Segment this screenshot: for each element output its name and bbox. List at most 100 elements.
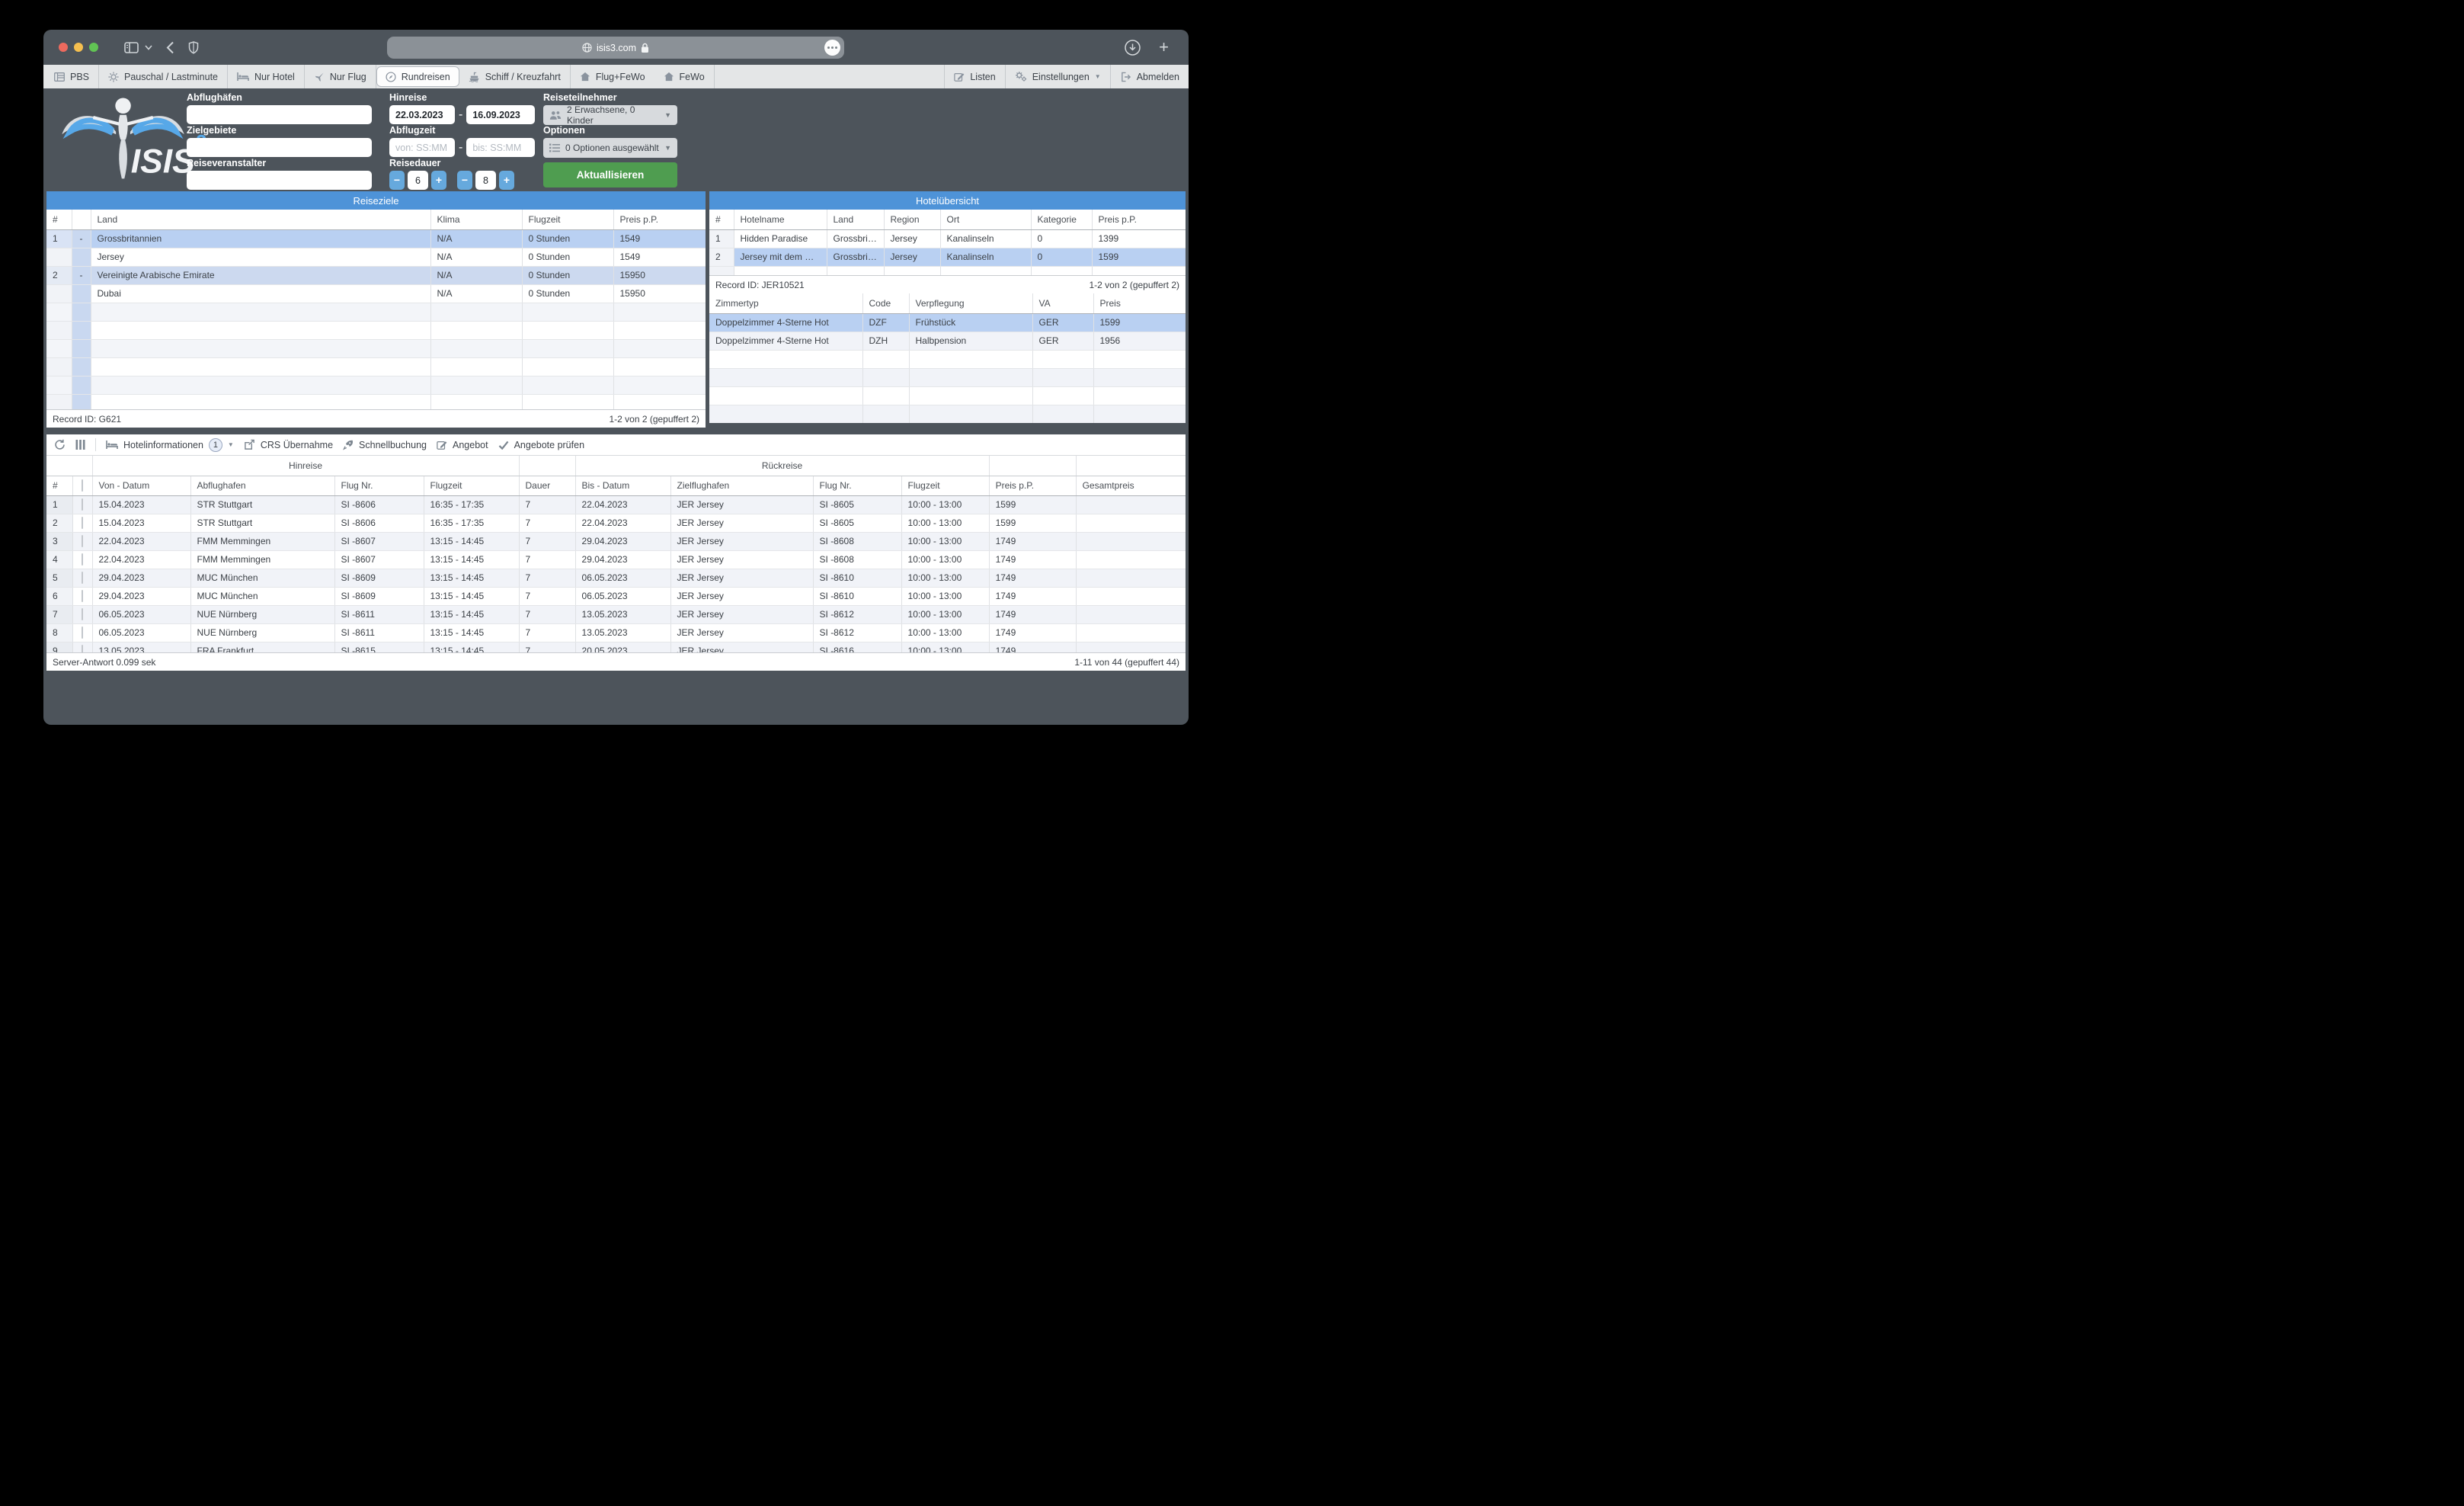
angebote-pruefen-button[interactable]: Angebote prüfen (498, 440, 584, 450)
tab-nur-hotel[interactable]: Nur Hotel (228, 65, 305, 88)
crs-uebernahme-button[interactable]: CRS Übernahme (244, 439, 333, 450)
download-icon[interactable] (1125, 39, 1141, 56)
row-checkbox[interactable] (72, 642, 93, 652)
reiseveranstalter-input[interactable] (187, 171, 372, 190)
shield-icon[interactable] (188, 40, 199, 54)
maximize-window-button[interactable] (89, 43, 98, 52)
tab-flug-fewo[interactable]: Flug+FeWo (571, 65, 654, 88)
column-header[interactable]: Kategorie (1031, 210, 1093, 230)
dauer-max-decrement-button[interactable]: − (457, 171, 472, 190)
menu-listen[interactable]: Listen (944, 65, 1004, 88)
row-checkbox[interactable] (72, 514, 93, 533)
column-header[interactable]: Verpflegung (909, 293, 1033, 314)
column-header[interactable]: Land (91, 210, 431, 230)
column-header[interactable]: Flug Nr. (813, 476, 902, 496)
column-header[interactable]: Zielflughafen (670, 476, 814, 496)
row-toggle[interactable]: - (72, 229, 91, 248)
sidebar-icon[interactable] (124, 41, 139, 53)
column-header[interactable]: Bis - Datum (575, 476, 671, 496)
table-row[interactable]: 1 Hidden Paradise Grossbrita... Jersey K… (709, 229, 1186, 248)
chevron-down-icon[interactable] (145, 44, 152, 50)
column-header[interactable]: # (46, 476, 73, 496)
row-checkbox[interactable] (72, 495, 93, 514)
tab-schiff-kreuzfahrt[interactable]: Schiff / Kreuzfahrt (459, 65, 571, 88)
table-row[interactable]: Dubai N/A 0 Stunden 15950 (46, 284, 706, 303)
row-checkbox[interactable] (72, 532, 93, 551)
abflugzeit-to-input[interactable] (466, 138, 536, 157)
table-row[interactable]: 6 29.04.2023 MUC München SI -8609 13:15 … (46, 587, 1186, 606)
row-toggle[interactable] (72, 284, 91, 303)
row-toggle[interactable] (72, 248, 91, 267)
column-header[interactable]: Preis p.P. (989, 476, 1077, 496)
chevron-down-icon[interactable]: ▼ (227, 441, 234, 448)
table-row[interactable]: Doppelzimmer 4-Sterne Hot DZH Halbpensio… (709, 332, 1186, 351)
column-header[interactable]: Preis p.P. (1092, 210, 1186, 230)
table-row[interactable]: 2 Jersey mit dem Rad Grossbrita... Jerse… (709, 248, 1186, 267)
angebot-button[interactable]: Angebot (437, 440, 488, 450)
column-header[interactable]: Abflughafen (190, 476, 335, 496)
table-row[interactable]: 9 13.05.2023 FRA Frankfurt SI -8615 13:1… (46, 642, 1186, 652)
row-checkbox[interactable] (72, 587, 93, 606)
column-header[interactable]: Flugzeit (522, 210, 614, 230)
column-header[interactable]: Zimmertyp (709, 293, 863, 314)
column-header[interactable]: Preis p.P. (613, 210, 706, 230)
column-header[interactable]: Preis (1093, 293, 1186, 314)
back-icon[interactable] (166, 41, 174, 54)
row-checkbox[interactable] (72, 623, 93, 642)
column-header[interactable]: Gesamtpreis (1076, 476, 1186, 496)
dauer-min-increment-button[interactable]: + (431, 171, 446, 190)
minimize-window-button[interactable] (74, 43, 83, 52)
table-row[interactable]: 1 15.04.2023 STR Stuttgart SI -8606 16:3… (46, 495, 1186, 514)
column-header[interactable]: Region (884, 210, 941, 230)
table-row[interactable]: Doppelzimmer 4-Sterne Hot DZF Frühstück … (709, 313, 1186, 332)
table-row[interactable]: 3 22.04.2023 FMM Memmingen SI -8607 13:1… (46, 532, 1186, 551)
row-toggle[interactable]: - (72, 265, 91, 285)
row-checkbox[interactable] (72, 605, 93, 624)
table-row[interactable]: 7 06.05.2023 NUE Nürnberg SI -8611 13:15… (46, 605, 1186, 624)
table-row[interactable]: 2 - Vereinigte Arabische Emirate N/A 0 S… (46, 265, 706, 285)
column-header[interactable]: Code (862, 293, 910, 314)
zielgebiete-input[interactable] (187, 138, 372, 157)
column-header[interactable]: Flugzeit (901, 476, 990, 496)
tab-nur-flug[interactable]: Nur Flug (305, 65, 376, 88)
tab-pbs[interactable]: PBS (45, 65, 100, 88)
column-header[interactable]: Flug Nr. (334, 476, 424, 496)
new-tab-button[interactable]: + (1159, 37, 1169, 56)
aktualisieren-button[interactable]: Aktuallisieren (543, 162, 677, 187)
address-bar[interactable]: isis3.com (387, 37, 844, 59)
table-row[interactable]: 8 06.05.2023 NUE Nürnberg SI -8611 13:15… (46, 623, 1186, 642)
table-row[interactable]: 2 15.04.2023 STR Stuttgart SI -8606 16:3… (46, 514, 1186, 533)
column-header[interactable]: VA (1032, 293, 1094, 314)
optionen-dropdown[interactable]: 0 Optionen ausgewählt ▼ (543, 138, 677, 158)
dauer-min-value[interactable] (408, 171, 428, 190)
columns-icon[interactable] (75, 439, 85, 450)
table-row[interactable]: 1 - Grossbritannien N/A 0 Stunden 1549 (46, 229, 706, 248)
row-checkbox[interactable] (72, 569, 93, 588)
close-window-button[interactable] (59, 43, 68, 52)
column-header[interactable]: Von - Datum (92, 476, 191, 496)
abflugzeit-from-input[interactable] (389, 138, 455, 157)
column-header[interactable]: Hotelname (734, 210, 827, 230)
table-row[interactable]: Jersey N/A 0 Stunden 1549 (46, 248, 706, 267)
column-header[interactable] (72, 210, 91, 230)
reiseteilnehmer-dropdown[interactable]: 2 Erwachsene, 0 Kinder ▼ (543, 104, 677, 126)
hotelinformationen-button[interactable]: Hotelinformationen 1 ▼ (106, 437, 234, 452)
hinreise-to-input[interactable] (466, 105, 536, 124)
tab-rundreisen[interactable]: Rundreisen (376, 66, 459, 87)
column-header[interactable]: # (709, 210, 734, 230)
menu-abmelden[interactable]: Abmelden (1109, 65, 1189, 88)
column-header[interactable]: Ort (940, 210, 1032, 230)
abflughaefen-input[interactable] (187, 105, 372, 124)
select-all-checkbox[interactable] (72, 476, 93, 496)
table-row[interactable]: 4 22.04.2023 FMM Memmingen SI -8607 13:1… (46, 550, 1186, 569)
tab-pauschal-lastminute[interactable]: Pauschal / Lastminute (99, 65, 229, 88)
column-header[interactable]: Land (827, 210, 885, 230)
column-header[interactable]: Dauer (519, 476, 576, 496)
column-header[interactable]: # (46, 210, 72, 230)
dauer-max-value[interactable] (475, 171, 496, 190)
column-header[interactable]: Klima (430, 210, 523, 230)
menu-einstellungen[interactable]: Einstellungen ▼ (1004, 65, 1110, 88)
table-row[interactable]: 5 29.04.2023 MUC München SI -8609 13:15 … (46, 569, 1186, 588)
dauer-max-increment-button[interactable]: + (499, 171, 514, 190)
column-header[interactable]: Flugzeit (424, 476, 520, 496)
